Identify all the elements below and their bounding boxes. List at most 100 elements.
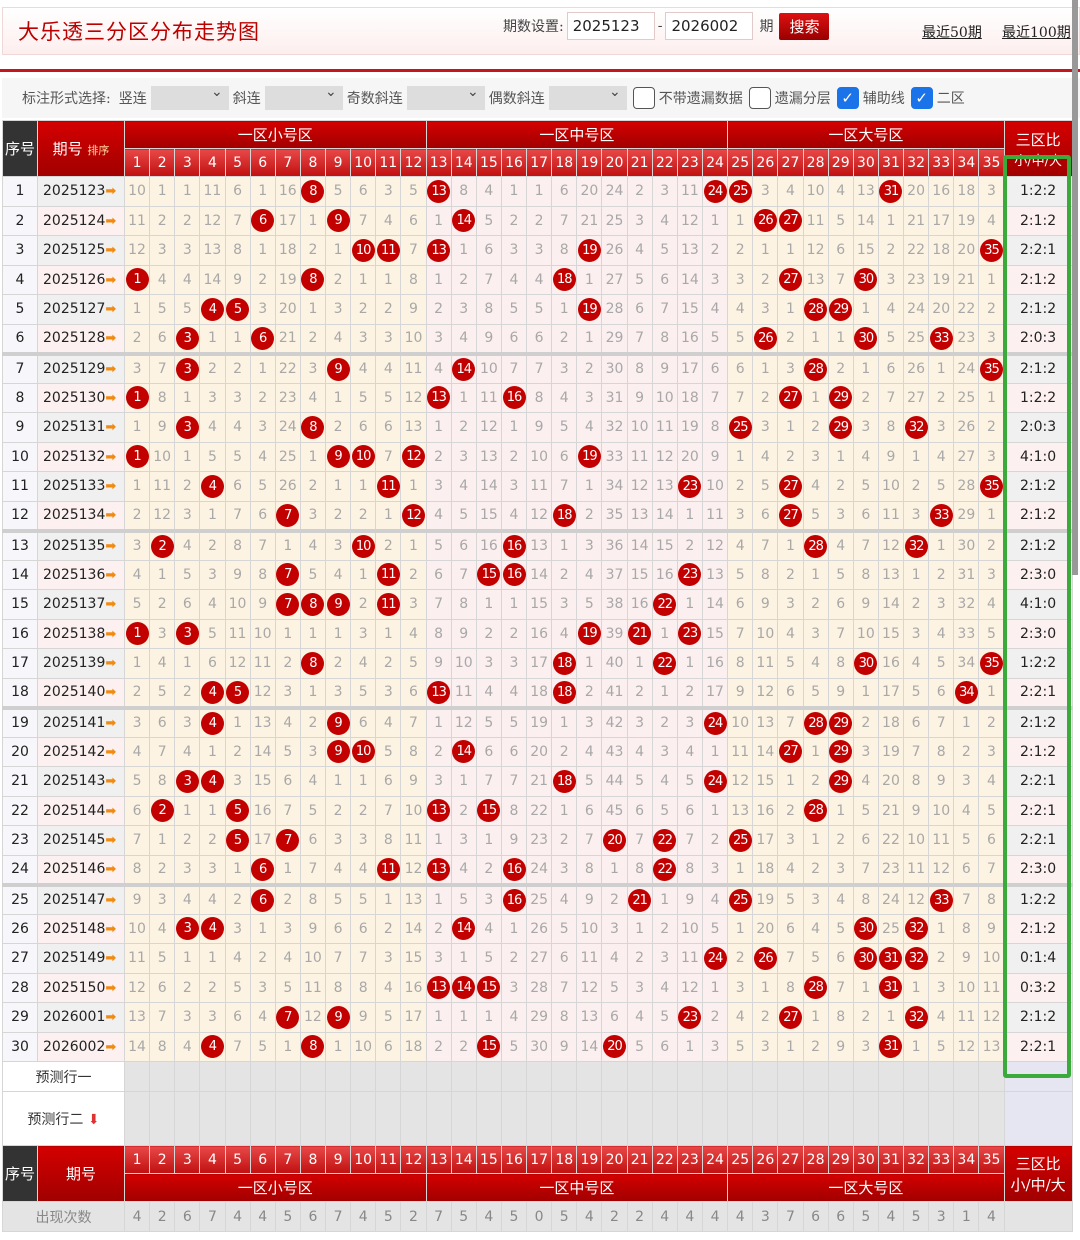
prediction-cell[interactable] xyxy=(978,1091,1005,1146)
arrow-right-icon[interactable]: ➡ xyxy=(105,508,117,523)
row-period[interactable]: 2025139➡ xyxy=(37,648,125,679)
row-period[interactable]: 2025137➡ xyxy=(37,589,125,620)
prediction-cell[interactable] xyxy=(526,1061,553,1092)
search-button[interactable]: 搜索 xyxy=(779,12,830,40)
prediction-cell[interactable] xyxy=(802,1061,829,1092)
prediction-cell[interactable] xyxy=(928,1091,955,1146)
prediction-cell[interactable] xyxy=(701,1091,729,1146)
prediction-cell[interactable] xyxy=(551,1091,578,1146)
prediction-cell[interactable] xyxy=(475,1091,502,1146)
row-period[interactable]: 2025133➡ xyxy=(37,471,125,502)
arrow-right-icon[interactable]: ➡ xyxy=(105,539,117,554)
prediction-cell[interactable] xyxy=(827,1061,854,1092)
arrow-right-icon[interactable]: ➡ xyxy=(105,893,117,908)
row-period[interactable]: 2025146➡ xyxy=(37,854,125,885)
prediction-cell[interactable] xyxy=(626,1061,653,1092)
row-period[interactable]: 2025124➡ xyxy=(37,205,125,236)
prediction-cell[interactable] xyxy=(727,1091,754,1146)
arrow-right-icon[interactable]: ➡ xyxy=(105,184,117,200)
prediction-cell[interactable] xyxy=(802,1091,829,1146)
row-period[interactable]: 2026001➡ xyxy=(37,1002,125,1033)
prediction-cell[interactable] xyxy=(249,1061,276,1092)
period-header[interactable]: 期号 排序 xyxy=(37,120,125,177)
arrow-right-icon[interactable]: ➡ xyxy=(105,449,117,465)
arrow-right-icon[interactable]: ➡ xyxy=(105,951,117,967)
prediction-cell[interactable] xyxy=(224,1091,251,1146)
arrow-right-icon[interactable]: ➡ xyxy=(105,921,117,937)
period-from-input[interactable] xyxy=(566,12,655,40)
prediction-cell[interactable] xyxy=(149,1061,176,1092)
arrow-right-icon[interactable]: ➡ xyxy=(105,716,117,731)
prediction-cell[interactable] xyxy=(425,1091,452,1146)
row-period[interactable]: 2025126➡ xyxy=(37,264,125,295)
prediction-cell[interactable] xyxy=(651,1091,678,1146)
prediction-cell[interactable] xyxy=(500,1061,528,1092)
prediction-cell[interactable] xyxy=(601,1061,628,1092)
prediction-cell[interactable] xyxy=(375,1061,402,1092)
arrow-right-icon[interactable]: ➡ xyxy=(105,272,117,288)
arrow-right-icon[interactable]: ➡ xyxy=(105,626,117,642)
recent-100-link[interactable]: 最近100期 xyxy=(1002,25,1071,41)
arrow-right-icon[interactable]: ➡ xyxy=(105,1010,117,1026)
arrow-right-icon[interactable]: ➡ xyxy=(105,774,117,790)
prediction-cell[interactable] xyxy=(953,1091,980,1146)
prediction-cell[interactable] xyxy=(651,1061,678,1092)
prediction-cell[interactable] xyxy=(551,1061,578,1092)
arrow-right-icon[interactable]: ➡ xyxy=(105,744,117,760)
prediction-cell[interactable] xyxy=(903,1061,930,1092)
period-to-input[interactable] xyxy=(665,12,754,40)
prediction-cell[interactable] xyxy=(199,1091,226,1146)
arrow-right-icon[interactable]: ➡ xyxy=(105,243,117,259)
prediction-cell[interactable] xyxy=(852,1061,879,1092)
prediction-cell[interactable] xyxy=(903,1091,930,1146)
odd-diagonal-select[interactable] xyxy=(406,84,485,110)
row-period[interactable]: 2025130➡ xyxy=(37,382,125,413)
prediction-cell[interactable] xyxy=(123,1061,151,1092)
row-period[interactable]: 2025150➡ xyxy=(37,972,125,1003)
prediction-cell[interactable] xyxy=(249,1091,276,1146)
prediction-cell[interactable] xyxy=(576,1091,603,1146)
prediction-cell[interactable] xyxy=(953,1061,980,1092)
prediction-cell[interactable] xyxy=(324,1091,352,1146)
arrow-right-icon[interactable]: ➡ xyxy=(105,420,117,436)
row-period[interactable]: 2025149➡ xyxy=(37,943,125,974)
row-period[interactable]: 2025142➡ xyxy=(37,736,125,767)
layer-checkbox[interactable] xyxy=(748,87,771,109)
prediction-cell[interactable] xyxy=(877,1091,905,1146)
arrow-right-icon[interactable]: ➡ xyxy=(105,833,117,849)
row-period[interactable]: 2025144➡ xyxy=(37,795,125,826)
prediction-cell[interactable] xyxy=(676,1091,703,1146)
prediction-cell[interactable] xyxy=(400,1091,427,1146)
prediction-cell[interactable] xyxy=(274,1061,301,1092)
prediction-cell[interactable] xyxy=(450,1061,477,1092)
recent-50-link[interactable]: 最近50期 xyxy=(922,25,982,41)
row-period[interactable]: 2025138➡ xyxy=(37,618,125,649)
prediction-cell[interactable] xyxy=(852,1091,879,1146)
prediction-cell[interactable] xyxy=(350,1061,377,1092)
row-period[interactable]: 2025132➡ xyxy=(37,441,125,472)
aux-line-checkbox[interactable]: ✓ xyxy=(836,87,859,109)
arrow-right-icon[interactable]: ➡ xyxy=(105,302,117,318)
prediction-cell[interactable] xyxy=(450,1091,477,1146)
prediction-cell[interactable] xyxy=(299,1091,327,1146)
arrow-right-icon[interactable]: ➡ xyxy=(105,862,117,877)
row-period[interactable]: 2025131➡ xyxy=(37,412,125,443)
row-period[interactable]: 2025147➡ xyxy=(37,882,125,915)
prediction-cell[interactable] xyxy=(727,1061,754,1092)
prediction-cell[interactable] xyxy=(827,1091,854,1146)
arrow-right-icon[interactable]: ➡ xyxy=(105,567,117,583)
row-period[interactable]: 2025145➡ xyxy=(37,825,125,856)
prediction-cell[interactable] xyxy=(149,1091,176,1146)
arrow-right-icon[interactable]: ➡ xyxy=(105,479,117,495)
even-diagonal-select[interactable] xyxy=(548,84,627,110)
row-period[interactable]: 2025141➡ xyxy=(37,705,125,738)
arrow-right-icon[interactable]: ➡ xyxy=(105,656,117,672)
row-period[interactable]: 2025123➡ xyxy=(37,176,125,207)
row-period[interactable]: 2025129➡ xyxy=(37,351,125,384)
arrow-right-icon[interactable]: ➡ xyxy=(105,362,117,377)
prediction-cell[interactable] xyxy=(324,1061,352,1092)
prediction-cell[interactable] xyxy=(752,1091,779,1146)
row-period[interactable]: 2025127➡ xyxy=(37,294,125,325)
vertical-select[interactable] xyxy=(150,84,229,110)
prediction-cell[interactable] xyxy=(500,1091,528,1146)
